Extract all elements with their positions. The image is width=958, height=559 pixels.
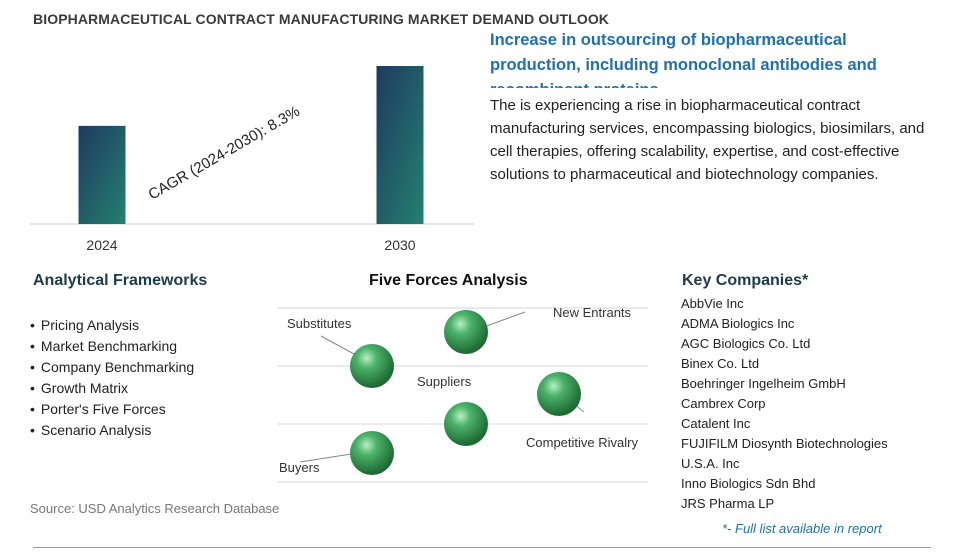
company-item: Cambrex Corp bbox=[681, 396, 766, 411]
company-item: Catalent Inc bbox=[681, 416, 751, 431]
sphere-suppliers bbox=[444, 402, 488, 446]
x-tick-label: 2030 bbox=[384, 237, 415, 253]
company-item: Inno Biologics Sdn Bhd bbox=[681, 476, 816, 491]
five-forces-title: Five Forces Analysis bbox=[369, 272, 528, 289]
framework-item: Company Benchmarking bbox=[30, 357, 194, 378]
bar-2030 bbox=[376, 66, 424, 224]
page-title: BIOPHARMACEUTICAL CONTRACT MANUFACTURING… bbox=[33, 11, 610, 27]
company-item: FUJIFILM Diosynth Biotechnologies U.S.A.… bbox=[681, 436, 888, 471]
description: The is experiencing a rise in biopharmac… bbox=[490, 97, 925, 183]
source-note: Source: USD Analytics Research Database bbox=[30, 501, 280, 516]
frameworks-list: Pricing Analysis Market Benchmarking Com… bbox=[30, 315, 194, 441]
force-label-suppliers: Suppliers bbox=[417, 374, 472, 389]
x-tick-label: 2024 bbox=[86, 237, 117, 253]
framework-item: Growth Matrix bbox=[30, 378, 194, 399]
frameworks-title: Analytical Frameworks bbox=[33, 272, 208, 289]
force-label-buyers: Buyers bbox=[279, 460, 320, 475]
divider bbox=[33, 547, 931, 548]
companies-list: AbbVie Inc ADMA Biologics Inc AGC Biolog… bbox=[681, 294, 921, 514]
footnote: *- Full list available in report bbox=[722, 521, 882, 536]
companies-title: Key Companies* bbox=[682, 272, 809, 289]
connector-line bbox=[320, 335, 366, 361]
bar-2024 bbox=[78, 125, 126, 224]
framework-item: Porter's Five Forces bbox=[30, 399, 194, 420]
force-label-substitutes: Substitutes bbox=[287, 316, 352, 331]
force-label-new-entrants: New Entrants bbox=[553, 305, 632, 320]
connector-line bbox=[559, 392, 585, 413]
force-label-competitive-rivalry: Competitive Rivalry bbox=[526, 435, 638, 450]
headline: Increase in outsourcing of biopharmaceut… bbox=[490, 31, 877, 88]
sphere-new-entrants bbox=[444, 310, 488, 354]
sphere-buyers bbox=[350, 431, 394, 475]
framework-item: Scenario Analysis bbox=[30, 420, 194, 441]
framework-item: Market Benchmarking bbox=[30, 336, 194, 357]
bar-chart: 2024 2030 CAGR (2024-2030): 8.3% bbox=[30, 66, 474, 253]
cagr-annotation: CAGR (2024-2030): 8.3% bbox=[146, 103, 303, 204]
company-item: AbbVie Inc bbox=[681, 296, 744, 311]
framework-item: Pricing Analysis bbox=[30, 315, 194, 336]
company-item: ADMA Biologics Inc bbox=[681, 316, 795, 331]
company-item: Boehringer Ingelheim GmbH bbox=[681, 376, 846, 391]
company-item: Binex Co. Ltd bbox=[681, 356, 760, 371]
connector-line bbox=[469, 311, 526, 333]
sphere-competitive-rivalry bbox=[537, 372, 581, 416]
company-item: AGC Biologics Co. Ltd bbox=[681, 336, 811, 351]
sphere-substitutes bbox=[350, 344, 394, 388]
company-item: JRS Pharma LP bbox=[681, 496, 775, 511]
